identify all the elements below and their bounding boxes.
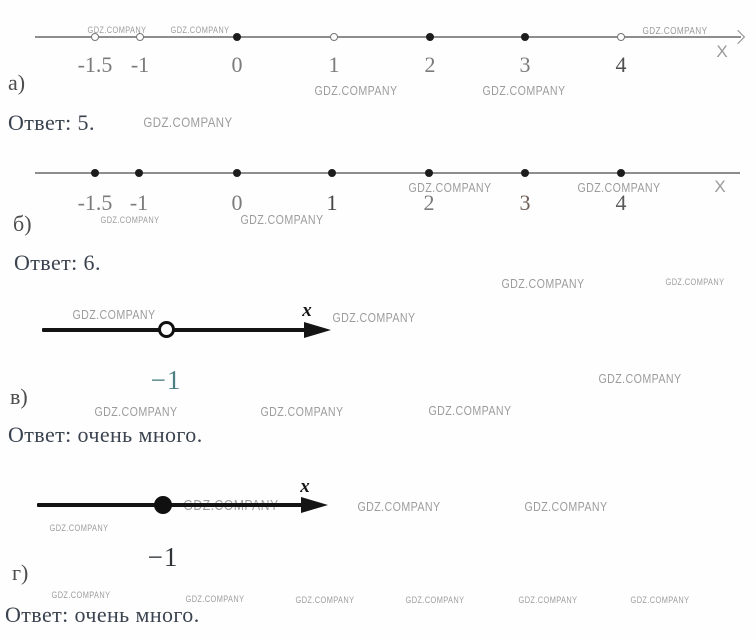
point-marker-filled	[425, 169, 433, 177]
tick-label: 4	[615, 190, 627, 215]
axis-arrow-icon	[730, 29, 746, 45]
tick-label: 3	[519, 52, 531, 77]
answer-g: Ответ: очень много.	[5, 602, 200, 627]
watermark: GDZ.COMPANY	[482, 83, 566, 98]
answer-b: Ответ: 6.	[14, 250, 101, 275]
point-marker-filled	[426, 33, 434, 41]
tick-label: 1	[326, 190, 338, 215]
point-marker-filled	[135, 169, 143, 177]
watermark: GDZ.COMPANY	[240, 212, 324, 227]
point-marker-filled	[233, 169, 241, 177]
tick-label: 4	[615, 52, 627, 77]
point-marker-open	[616, 32, 625, 41]
watermark: GDZ.COMPANY	[518, 595, 578, 605]
ray-axis-label: x	[300, 476, 310, 497]
tick-label: 2	[424, 52, 436, 77]
watermark: GDZ.COMPANY	[405, 595, 465, 605]
tick-label: 3	[519, 190, 531, 215]
tick-label: -1	[129, 190, 149, 215]
watermark: GDZ.COMPANY	[51, 590, 111, 600]
watermark: GDZ.COMPANY	[577, 180, 661, 195]
watermark: GDZ.COMPANY	[72, 307, 156, 322]
number-line-b	[35, 172, 740, 174]
point-marker-filled	[91, 169, 99, 177]
watermark: GDZ.COMPANY	[428, 403, 512, 418]
section-label-v: в)	[10, 384, 28, 409]
point-marker-open	[329, 32, 338, 41]
watermark: GDZ.COMPANY	[100, 215, 160, 225]
watermark: GDZ.COMPANY	[642, 26, 708, 37]
answer-a: Ответ: 5.	[8, 110, 95, 135]
tick-label: -1.5	[77, 52, 113, 77]
watermark: GDZ.COMPANY	[260, 404, 344, 419]
boundary-point-label: −1	[150, 365, 182, 395]
number-line-a	[35, 36, 741, 38]
point-marker-open	[135, 32, 144, 41]
watermark: GDZ.COMPANY	[49, 523, 109, 533]
axis-label: X	[716, 42, 728, 61]
watermark: GDZ.COMPANY	[314, 83, 398, 98]
point-marker-filled	[328, 169, 336, 177]
watermark: GDZ.COMPANY	[665, 277, 725, 287]
answer-v: Ответ: очень много.	[8, 422, 203, 447]
axis-label: X	[714, 177, 726, 196]
boundary-point-filled	[154, 496, 172, 514]
watermark: GDZ.COMPANY	[143, 114, 233, 130]
watermark: GDZ.COMPANY	[524, 499, 608, 514]
point-marker-filled	[233, 33, 241, 41]
tick-label: 0	[231, 190, 243, 215]
section-label-g: г)	[12, 560, 29, 585]
watermark: GDZ.COMPANY	[170, 25, 230, 35]
watermark: GDZ.COMPANY	[332, 310, 416, 325]
ray-arrowhead-icon	[301, 497, 328, 513]
watermark: GDZ.COMPANY	[185, 594, 245, 604]
watermark: GDZ.COMPANY	[630, 595, 690, 605]
watermark: GDZ.COMPANY	[94, 404, 178, 419]
boundary-point-open	[158, 321, 175, 338]
tick-label: 1	[328, 52, 340, 77]
ray-arrowhead-icon	[304, 322, 331, 338]
ray-axis-label: x	[302, 300, 312, 321]
tick-label: -1	[130, 52, 150, 77]
point-marker-filled	[617, 169, 625, 177]
boundary-point-label: −1	[147, 542, 179, 572]
section-label-b: б)	[13, 211, 32, 236]
tick-label: 0	[231, 52, 243, 77]
tick-label: -1.5	[77, 190, 113, 215]
tick-label: 2	[423, 190, 435, 215]
watermark: GDZ.COMPANY	[408, 180, 492, 195]
watermark: GDZ.COMPANY	[87, 25, 147, 35]
point-marker-filled	[521, 169, 529, 177]
point-marker-filled	[521, 33, 529, 41]
watermark: GDZ.COMPANY	[357, 499, 441, 514]
section-label-a: а)	[8, 70, 26, 95]
watermark: GDZ.COMPANY	[501, 276, 585, 291]
watermark: GDZ.COMPANY	[598, 371, 682, 386]
watermark: GDZ.COMPANY	[295, 595, 355, 605]
point-marker-open	[90, 32, 99, 41]
